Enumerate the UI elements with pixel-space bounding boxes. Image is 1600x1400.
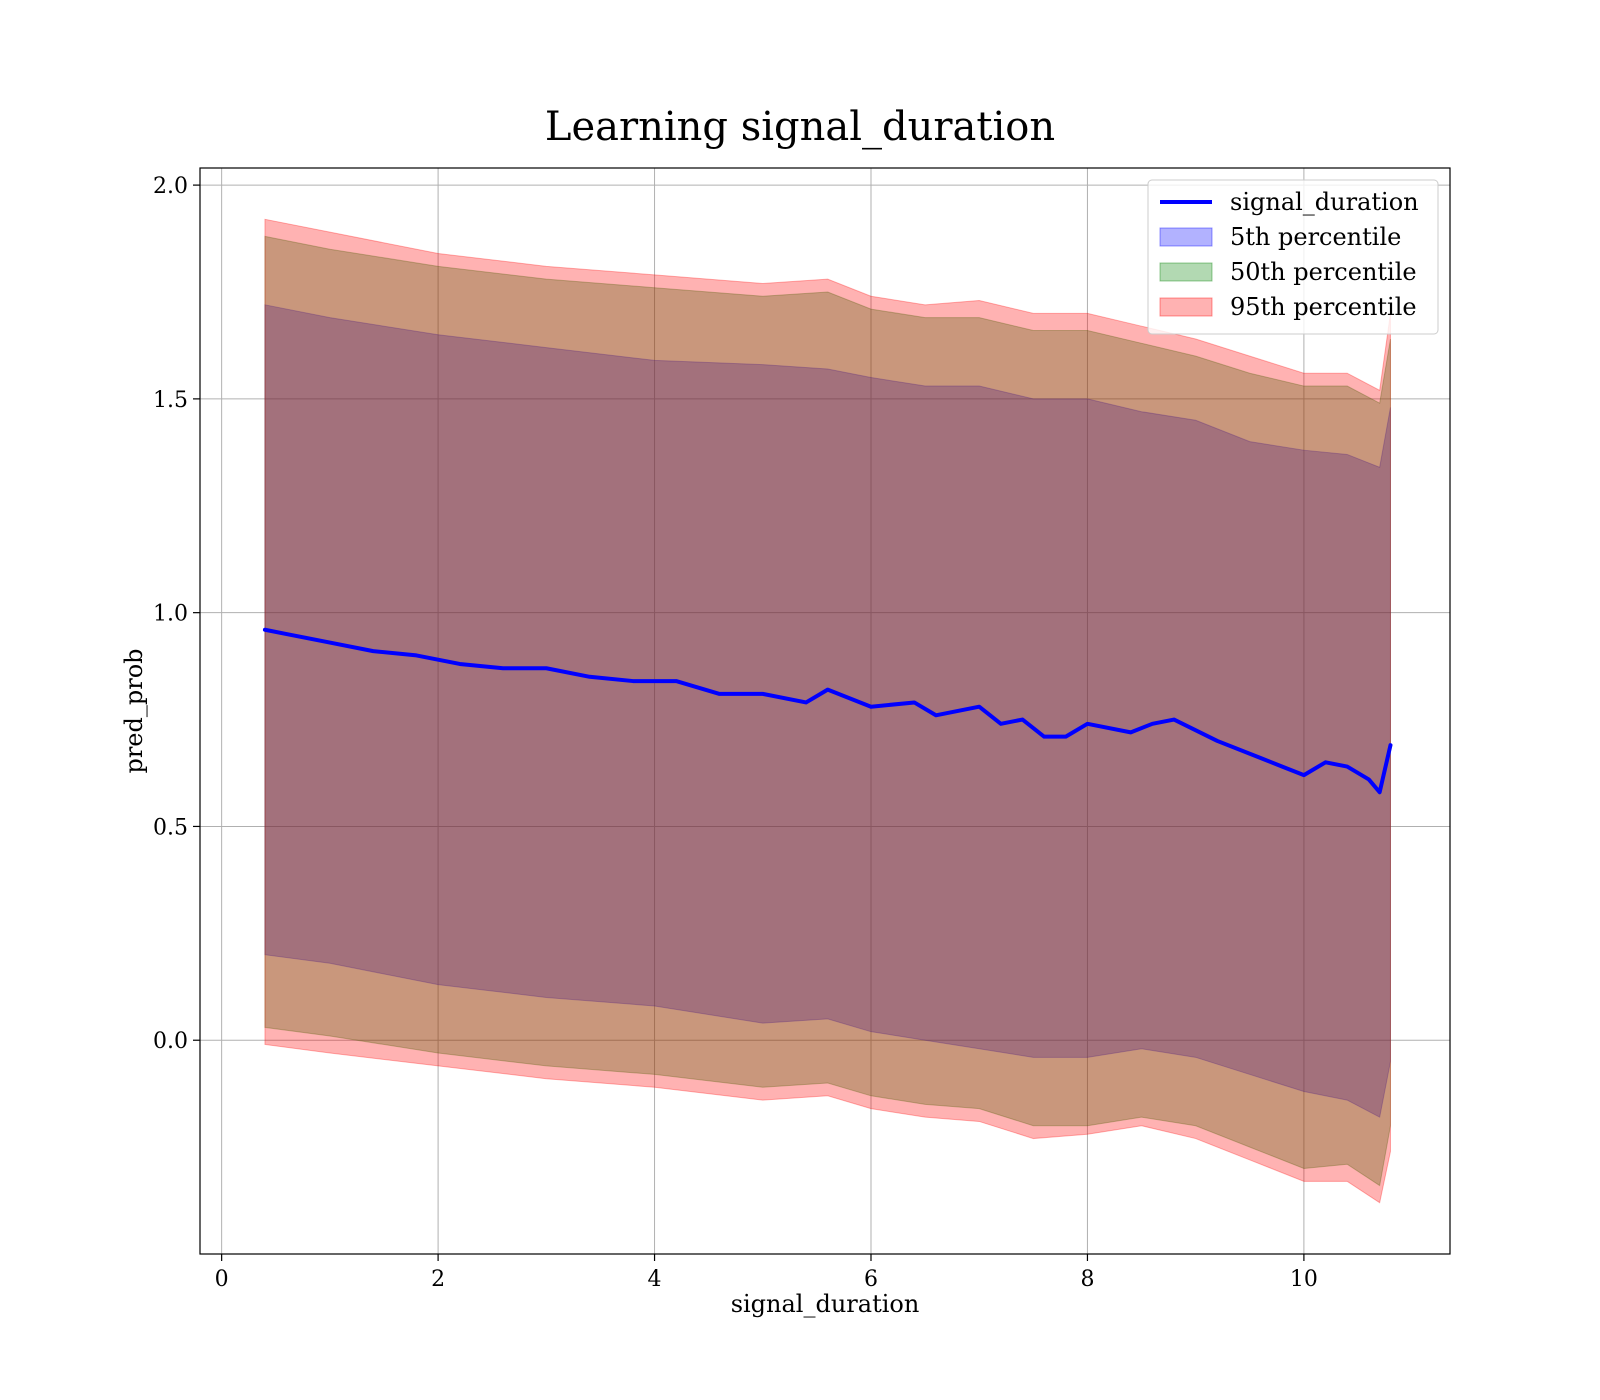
x-axis-label: signal_duration — [731, 1290, 920, 1318]
chart-title: Learning signal_duration — [545, 104, 1055, 150]
x-tick-label: 10 — [1290, 1267, 1318, 1292]
line-signal-duration — [262, 627, 1393, 795]
legend: signal_duration 5th percentile 50th percen… — [1147, 179, 1439, 335]
y-tick-label: 1.0 — [153, 602, 188, 627]
plot-frame — [199, 167, 1451, 1255]
x-tick-label: 8 — [1080, 1267, 1094, 1292]
legend-label: 50th percentile — [1230, 258, 1417, 286]
y-tick-label: 0.5 — [153, 815, 188, 840]
legend-box — [1147, 179, 1439, 335]
x-tick-label: 0 — [215, 1267, 229, 1292]
y-axis-label: pred_prob — [120, 648, 148, 773]
band-95th-percentile — [264, 218, 1391, 1204]
x-tick-label: 4 — [648, 1267, 662, 1292]
band-5th-percentile — [264, 304, 1391, 1118]
legend-label: 5th percentile — [1230, 223, 1401, 251]
x-tick-label: 6 — [864, 1267, 878, 1292]
legend-swatch-band — [1159, 227, 1213, 247]
y-tick-label: 1.5 — [153, 388, 188, 413]
series-lines — [262, 627, 1393, 795]
y-tick-label: 2.0 — [153, 174, 188, 199]
x-axis-ticks: 0 2 4 6 8 10 — [215, 1254, 1318, 1292]
legend-label: 95th percentile — [1230, 293, 1417, 321]
y-axis-ticks: 0.0 0.5 1.0 1.5 2.0 — [153, 174, 200, 1054]
band-50th-percentile — [264, 235, 1391, 1187]
y-tick-label: 0.0 — [153, 1029, 188, 1054]
legend-label: signal_duration — [1230, 188, 1419, 216]
grid — [200, 168, 1450, 1254]
legend-swatch-band — [1159, 262, 1213, 282]
percentile-bands — [264, 218, 1391, 1204]
legend-swatch-band — [1159, 297, 1213, 317]
x-tick-label: 2 — [431, 1267, 445, 1292]
